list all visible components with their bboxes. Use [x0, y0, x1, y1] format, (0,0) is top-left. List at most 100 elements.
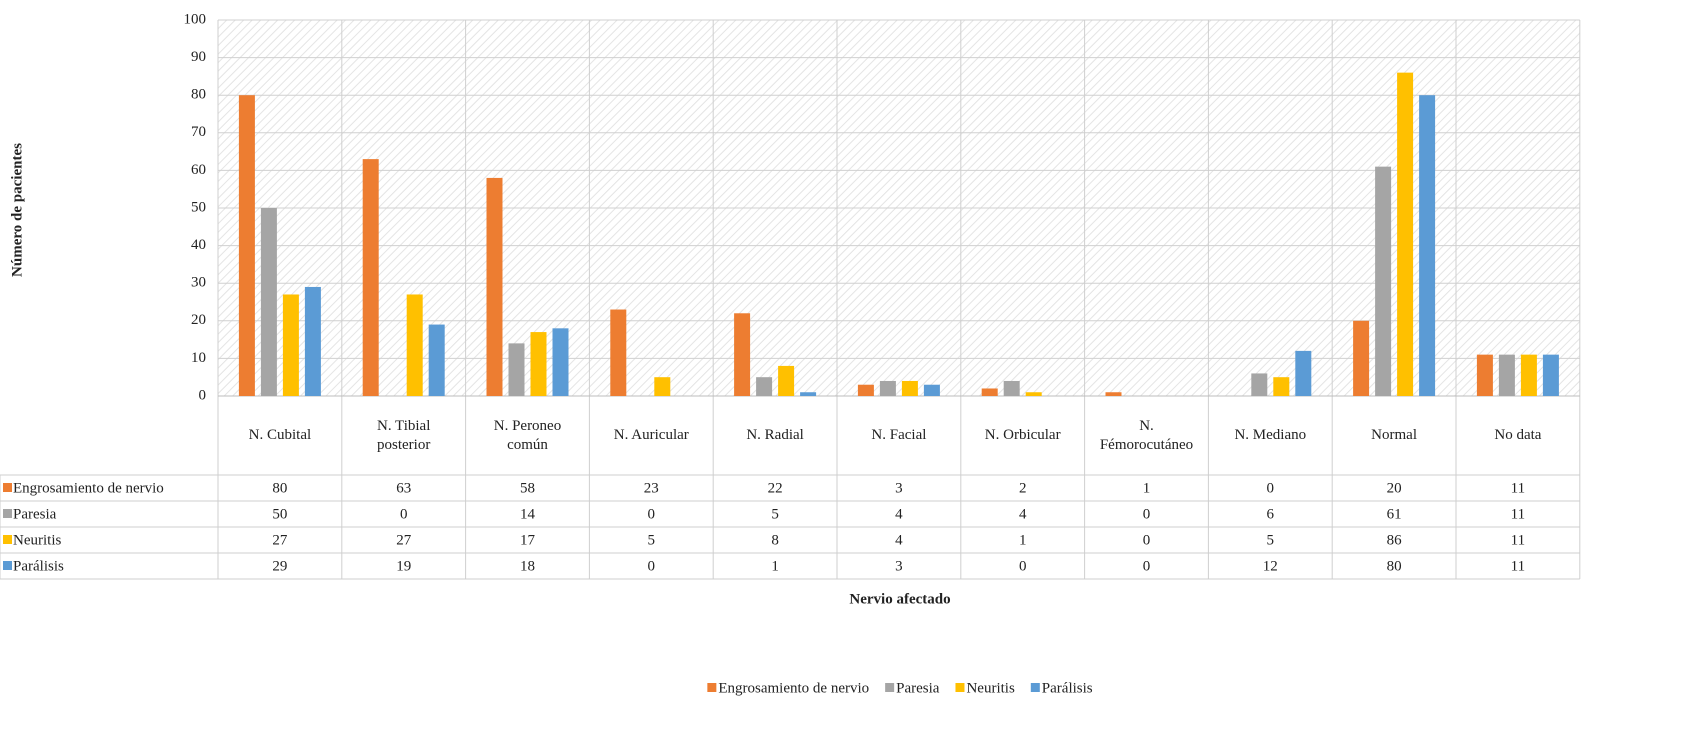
legend-swatch [1030, 683, 1040, 692]
table-cell: 1 [1019, 532, 1027, 548]
x-tick-label-text: N. Cubital [248, 427, 312, 443]
bar [406, 294, 423, 396]
x-tick-label-box: Normal [1332, 398, 1456, 473]
bar [1353, 320, 1370, 396]
bar [304, 286, 321, 396]
bar [1375, 166, 1392, 396]
bar [610, 309, 627, 396]
table-cell: 8 [771, 532, 779, 548]
table-cell: 12 [1263, 558, 1278, 574]
x-tick-label-box: N. Peroneo común [466, 398, 590, 473]
table-cell: 11 [1511, 506, 1525, 522]
x-tick-label: N. Mediano [1208, 398, 1332, 473]
y-tick-label: 60 [191, 162, 206, 178]
x-tick-label: Normal [1332, 398, 1456, 473]
table-cell: 80 [272, 480, 287, 496]
y-tick-label: 10 [191, 350, 206, 366]
table-cell: 4 [895, 532, 903, 548]
x-tick-label-text: No data [1494, 427, 1542, 443]
bar [1025, 392, 1042, 396]
table-cell: 0 [1019, 558, 1027, 574]
y-tick-label: 20 [191, 312, 206, 328]
x-tick-label-box: N. Radial [746, 427, 804, 443]
bar [260, 208, 277, 396]
table-legend-swatch [3, 561, 12, 570]
table-cell: 6 [1267, 506, 1275, 522]
table-cell: 0 [1267, 480, 1275, 496]
table-row-label: Parálisis [13, 558, 64, 574]
table-cell: 4 [1019, 506, 1027, 522]
legend-swatch [707, 683, 717, 692]
y-tick-label: 30 [191, 275, 206, 291]
x-tick-label-text: N. Fémorocutáneo [1099, 417, 1194, 453]
x-tick-label-text: N. Tibial posterior [377, 417, 431, 453]
x-tick-label-box: N. Facial [837, 398, 961, 473]
x-tick-label: N. Orbicular [961, 398, 1085, 473]
bar [923, 384, 940, 396]
table-cell: 20 [1387, 480, 1402, 496]
table-cell: 27 [272, 532, 288, 548]
table-cell: 11 [1511, 558, 1525, 574]
table-cell: 11 [1511, 532, 1525, 548]
bar [282, 294, 299, 396]
bar [238, 95, 255, 396]
x-tick-label-text: N. Auricular [613, 427, 689, 443]
table-cell: 3 [895, 480, 903, 496]
table-cell: 86 [1387, 532, 1403, 548]
x-tick-label: N. Facial [837, 398, 961, 473]
bar [654, 377, 671, 396]
table-cell: 0 [1143, 558, 1151, 574]
x-tick-label-box: No data [1494, 427, 1542, 443]
bar [778, 365, 795, 396]
bar [1251, 373, 1268, 396]
table-legend-swatch [3, 483, 12, 492]
y-tick-label: 0 [199, 387, 207, 403]
table-cell: 18 [520, 558, 535, 574]
table-cell: 2 [1019, 480, 1027, 496]
table-cell: 50 [272, 506, 287, 522]
y-tick-label: 80 [191, 87, 206, 103]
y-axis-title: Número de pacientes [9, 143, 25, 277]
bar [901, 380, 918, 396]
table-cell: 61 [1387, 506, 1402, 522]
x-tick-label-box: N. Orbicular [961, 398, 1085, 473]
bar [734, 313, 751, 396]
bar [857, 384, 874, 396]
y-tick-label: 100 [184, 11, 207, 27]
x-tick-label-box: N. Auricular [589, 398, 713, 473]
x-tick-label: N. Auricular [589, 398, 713, 473]
bar [1498, 354, 1515, 396]
x-tick-label: N. Peroneo común [466, 398, 590, 473]
table-cell: 0 [1143, 506, 1151, 522]
bar [981, 388, 998, 396]
table-cell: 4 [895, 506, 903, 522]
table-cell: 23 [644, 480, 659, 496]
x-tick-label-text: N. Facial [871, 427, 927, 443]
legend-label: Paresia [896, 680, 940, 696]
x-tick-label: N. Tibial posterior [342, 398, 466, 473]
table-cell: 14 [520, 506, 536, 522]
x-axis-title: Nervio afectado [849, 591, 950, 607]
table-cell: 29 [272, 558, 287, 574]
y-tick-label: 70 [191, 124, 206, 140]
table-cell: 17 [520, 532, 536, 548]
bar [1105, 392, 1122, 396]
table-cell: 19 [396, 558, 411, 574]
table-cell: 1 [1143, 480, 1151, 496]
y-tick-label: 90 [191, 49, 206, 65]
table-cell: 5 [771, 506, 779, 522]
table-row-label: Engrosamiento de nervio [13, 480, 164, 496]
bar [1273, 377, 1290, 396]
table-cell: 0 [648, 506, 656, 522]
bar [508, 343, 525, 396]
bar [1003, 380, 1020, 396]
bar [879, 380, 896, 396]
legend: Engrosamiento de nervio Paresia Neuritis Pa… [707, 680, 1093, 696]
bar [1397, 72, 1414, 396]
table-cell: 27 [396, 532, 412, 548]
table-cell: 0 [400, 506, 408, 522]
table-legend-swatch [3, 509, 12, 518]
table-cell: 0 [648, 558, 656, 574]
table-cell: 1 [771, 558, 779, 574]
